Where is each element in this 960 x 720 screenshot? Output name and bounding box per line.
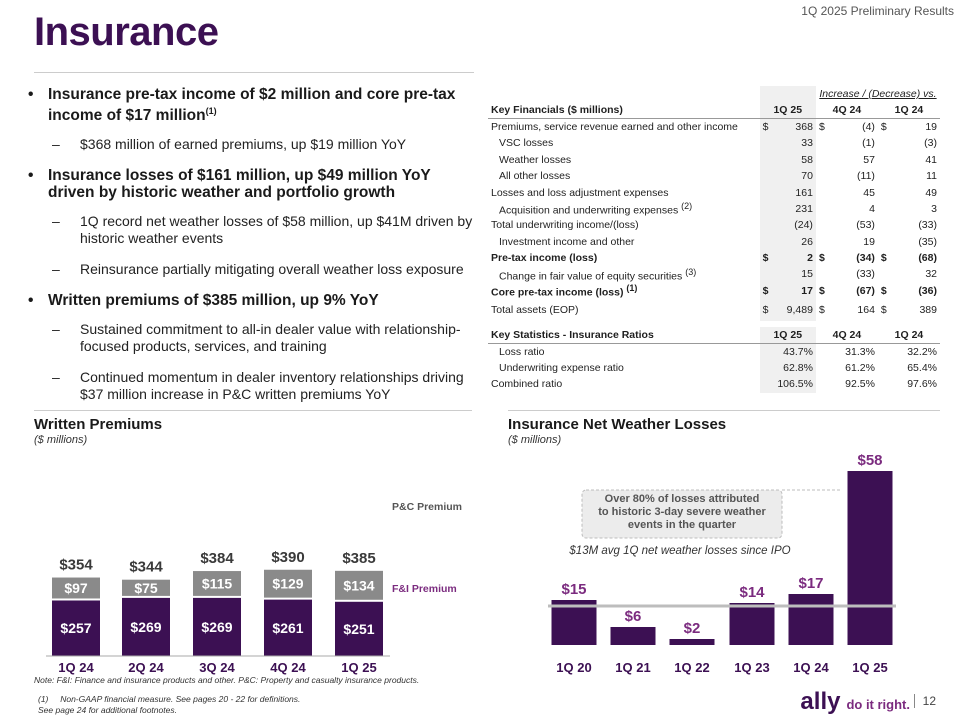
weather-loss-label: $6 <box>625 608 642 625</box>
page-title: Insurance <box>34 10 219 54</box>
chart-rule-right <box>508 410 940 411</box>
callout-box <box>581 489 783 539</box>
key-financials-table: Increase / (Decrease) vs. Key Financials… <box>488 86 940 393</box>
legend-pc-premium: P&C Premium <box>392 501 462 513</box>
table-row: Losses and loss adjustment expenses 161 45… <box>488 184 940 201</box>
table-row: Investment income and other 26 19 (35) <box>488 233 940 250</box>
x-tick-label: 1Q 21 <box>615 660 650 675</box>
table-row: Premiums, service revenue earned and oth… <box>488 118 940 136</box>
weather-loss-label: $17 <box>798 575 823 592</box>
sub-bullet-item: – Reinsurance partially mitigating overal… <box>52 261 464 278</box>
avg-reference-label: $13M avg 1Q net weather losses since IPO <box>568 545 790 557</box>
x-tick-label: 1Q 20 <box>556 660 591 675</box>
pc-premium-bar <box>335 570 383 600</box>
weather-loss-label: $14 <box>739 584 765 601</box>
pc-premium-bar <box>122 579 170 596</box>
table-row: Acquisition and underwriting expenses (2… <box>499 200 937 218</box>
stats-header-row: Key Statistics - Insurance Ratios 1Q 25 … <box>488 327 940 344</box>
pc-premium-bar <box>52 577 100 599</box>
weather-loss-bar <box>610 627 656 645</box>
table-row: Combined ratio 106.5% 92.5% 97.6% <box>488 376 940 393</box>
sub-bullet-item: – $368 million of earned premiums, up $19… <box>52 136 407 153</box>
x-tick-label: 1Q 24 <box>793 660 829 675</box>
table-row: Pre-tax income (loss) $2 $ (34) $ (68) <box>488 249 940 267</box>
sub-bullet-item: –1Q record net weather losses of $58 mil… <box>52 213 473 247</box>
total-label: $384 <box>200 550 234 567</box>
fi-premium-bar <box>52 600 100 656</box>
weather-loss-bar <box>788 594 834 645</box>
table-row: Total assets (EOP) $9,489 $164 $389 <box>488 299 940 322</box>
bullet-item: • Insurance pre-tax income of $2 million … <box>28 86 456 125</box>
weather-losses-subtitle: ($ millions) <box>508 434 562 446</box>
x-tick-label: 3Q 24 <box>199 660 235 675</box>
pc-premium-label: $97 <box>64 580 88 596</box>
pc-premium-label: $115 <box>202 575 233 591</box>
bullet-list: • Insurance pre-tax income of $2 million … <box>28 86 474 417</box>
table-header-row: Key Financials ($ millions) 1Q 25 4Q 24 … <box>488 102 940 120</box>
footnote-note: Note: F&I: Finance and insurance product… <box>34 675 420 685</box>
fi-premium-label: $257 <box>60 620 91 636</box>
pc-premium-bar <box>193 571 241 596</box>
title-rule <box>34 72 474 73</box>
fi-premium-bar <box>122 597 170 656</box>
weather-loss-bar <box>847 471 893 645</box>
weather-losses-chart: $15 1Q 20 $6 1Q 21 $2 1Q 22 $14 1Q 23 $17 1Q 24 $5… <box>548 452 896 675</box>
table-row: VSC losses 33 (1) (3) <box>488 135 940 152</box>
table-row: Weather losses 58 57 41 <box>488 151 940 168</box>
sub-bullet-item: – Continued momentum in dealer inventory … <box>52 369 464 403</box>
sub-bullet-item: – Sustained commitment to all-in dealer v… <box>52 321 461 355</box>
weather-loss-bar <box>669 639 715 645</box>
total-label: $344 <box>129 559 163 576</box>
pc-premium-bar <box>264 569 312 598</box>
weather-loss-label: $15 <box>561 581 586 598</box>
fi-premium-label: $269 <box>130 619 161 635</box>
report-subtitle: 1Q 2025 Preliminary Results <box>801 4 954 18</box>
fi-premium-bar <box>264 599 312 656</box>
x-tick-label: 1Q 24 <box>58 660 94 675</box>
weather-loss-bar <box>729 603 775 645</box>
written-premiums-title: Written Premiums <box>34 416 163 433</box>
fi-premium-bar <box>335 601 383 656</box>
weather-loss-label: $2 <box>684 620 701 637</box>
total-label: $385 <box>342 550 375 567</box>
increase-header: Increase / (Decrease) vs. <box>819 88 937 101</box>
x-tick-label: 1Q 23 <box>734 660 769 675</box>
table-row: All other losses 70 (11) 11 <box>488 167 940 185</box>
x-tick-label: 2Q 24 <box>128 660 164 675</box>
weather-loss-label: $58 <box>857 452 882 469</box>
total-label: $354 <box>59 557 93 574</box>
brand-logo: ally do it right. <box>800 688 910 715</box>
bullet-item: • Written premiums of $385 million, up 9%… <box>28 292 379 310</box>
footnote-1: (1) Non-GAAP financial measure. See page… <box>38 694 301 704</box>
fi-premium-bar <box>193 597 241 656</box>
fi-premium-label: $261 <box>272 620 303 636</box>
written-premiums-subtitle: ($ millions) <box>34 434 88 446</box>
fi-premium-label: $269 <box>201 619 232 635</box>
x-tick-label: 1Q 25 <box>852 660 887 675</box>
weather-losses-title: Insurance Net Weather Losses <box>508 416 727 433</box>
pc-premium-label: $75 <box>134 580 158 596</box>
x-tick-label: 1Q 25 <box>341 660 376 675</box>
bullet-item: • Insurance losses of $161 million, up $4… <box>28 167 431 202</box>
table-row: Change in fair value of equity securitie… <box>499 266 937 283</box>
table-row: Total underwriting income/(loss) (24) (53)… <box>488 217 940 234</box>
x-tick-label: 1Q 22 <box>674 660 709 675</box>
total-label: $390 <box>271 549 304 566</box>
page-number: 12 <box>913 694 936 708</box>
written-premiums-chart: $257 $97 $354 1Q 24 $269 $75 $344 2Q 24 $269 $115… <box>46 501 462 675</box>
table-row: Core pre-tax income (loss) (1) $17 $ (67) $(… <box>491 282 937 300</box>
x-tick-label: 4Q 24 <box>270 660 306 675</box>
callout-text: Over 80% of losses attributed to historic… <box>598 493 766 531</box>
legend-fi-premium: F&I Premium <box>392 583 457 595</box>
pc-premium-label: $134 <box>343 577 374 593</box>
table-row: Underwriting expense ratio 62.8% 61.2% 65.4… <box>488 359 940 377</box>
fi-premium-label: $251 <box>343 621 374 637</box>
pc-premium-label: $129 <box>272 576 303 592</box>
chart-rule-left <box>34 410 472 411</box>
table-row: Loss ratio 43.7% 31.3% 32.2% <box>488 343 940 360</box>
footnote-2: See page 24 for additional footnotes. <box>38 705 177 715</box>
